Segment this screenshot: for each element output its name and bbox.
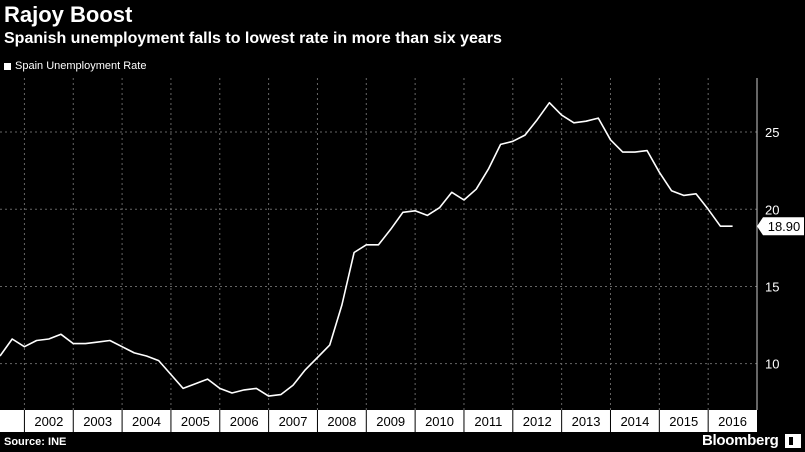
x-tick-label: 2005 xyxy=(181,414,210,429)
last-value-label: 18.90 xyxy=(768,219,801,234)
x-tick-label: 2010 xyxy=(425,414,454,429)
y-tick-label: 10 xyxy=(765,357,779,372)
x-tick-label: 2013 xyxy=(572,414,601,429)
brand-logo-text: Bloomberg xyxy=(702,432,779,449)
x-tick-label: 2009 xyxy=(376,414,405,429)
y-tick-label: 15 xyxy=(765,279,779,294)
x-tick-label: 2002 xyxy=(34,414,63,429)
series-line-spain-unemployment xyxy=(0,101,733,397)
x-tick-label: 2003 xyxy=(83,414,112,429)
x-tick-label: 2016 xyxy=(718,414,747,429)
legend: Spain Unemployment Rate xyxy=(4,60,146,72)
x-tick-label: 2012 xyxy=(523,414,552,429)
x-tick-label: 2008 xyxy=(327,414,356,429)
x-tick-label: 2011 xyxy=(474,414,502,429)
x-tick-label: 2004 xyxy=(132,414,161,429)
x-axis-band xyxy=(0,410,757,432)
y-tick-label: 25 xyxy=(765,125,779,140)
x-tick-label: 2007 xyxy=(279,414,308,429)
x-tick-label: 2015 xyxy=(669,414,698,429)
legend-swatch xyxy=(4,62,11,70)
chart-title: Rajoy Boost xyxy=(4,2,133,27)
chart-subtitle: Spanish unemployment falls to lowest rat… xyxy=(4,30,502,47)
x-tick-label: 2006 xyxy=(230,414,259,429)
bloomberg-logo-icon xyxy=(785,434,801,448)
source-note: Source: INE xyxy=(4,436,67,448)
legend-label: Spain Unemployment Rate xyxy=(15,60,147,72)
x-tick-label: 2014 xyxy=(620,414,649,429)
y-tick-label: 20 xyxy=(765,202,779,217)
last-value-tag xyxy=(757,217,804,236)
